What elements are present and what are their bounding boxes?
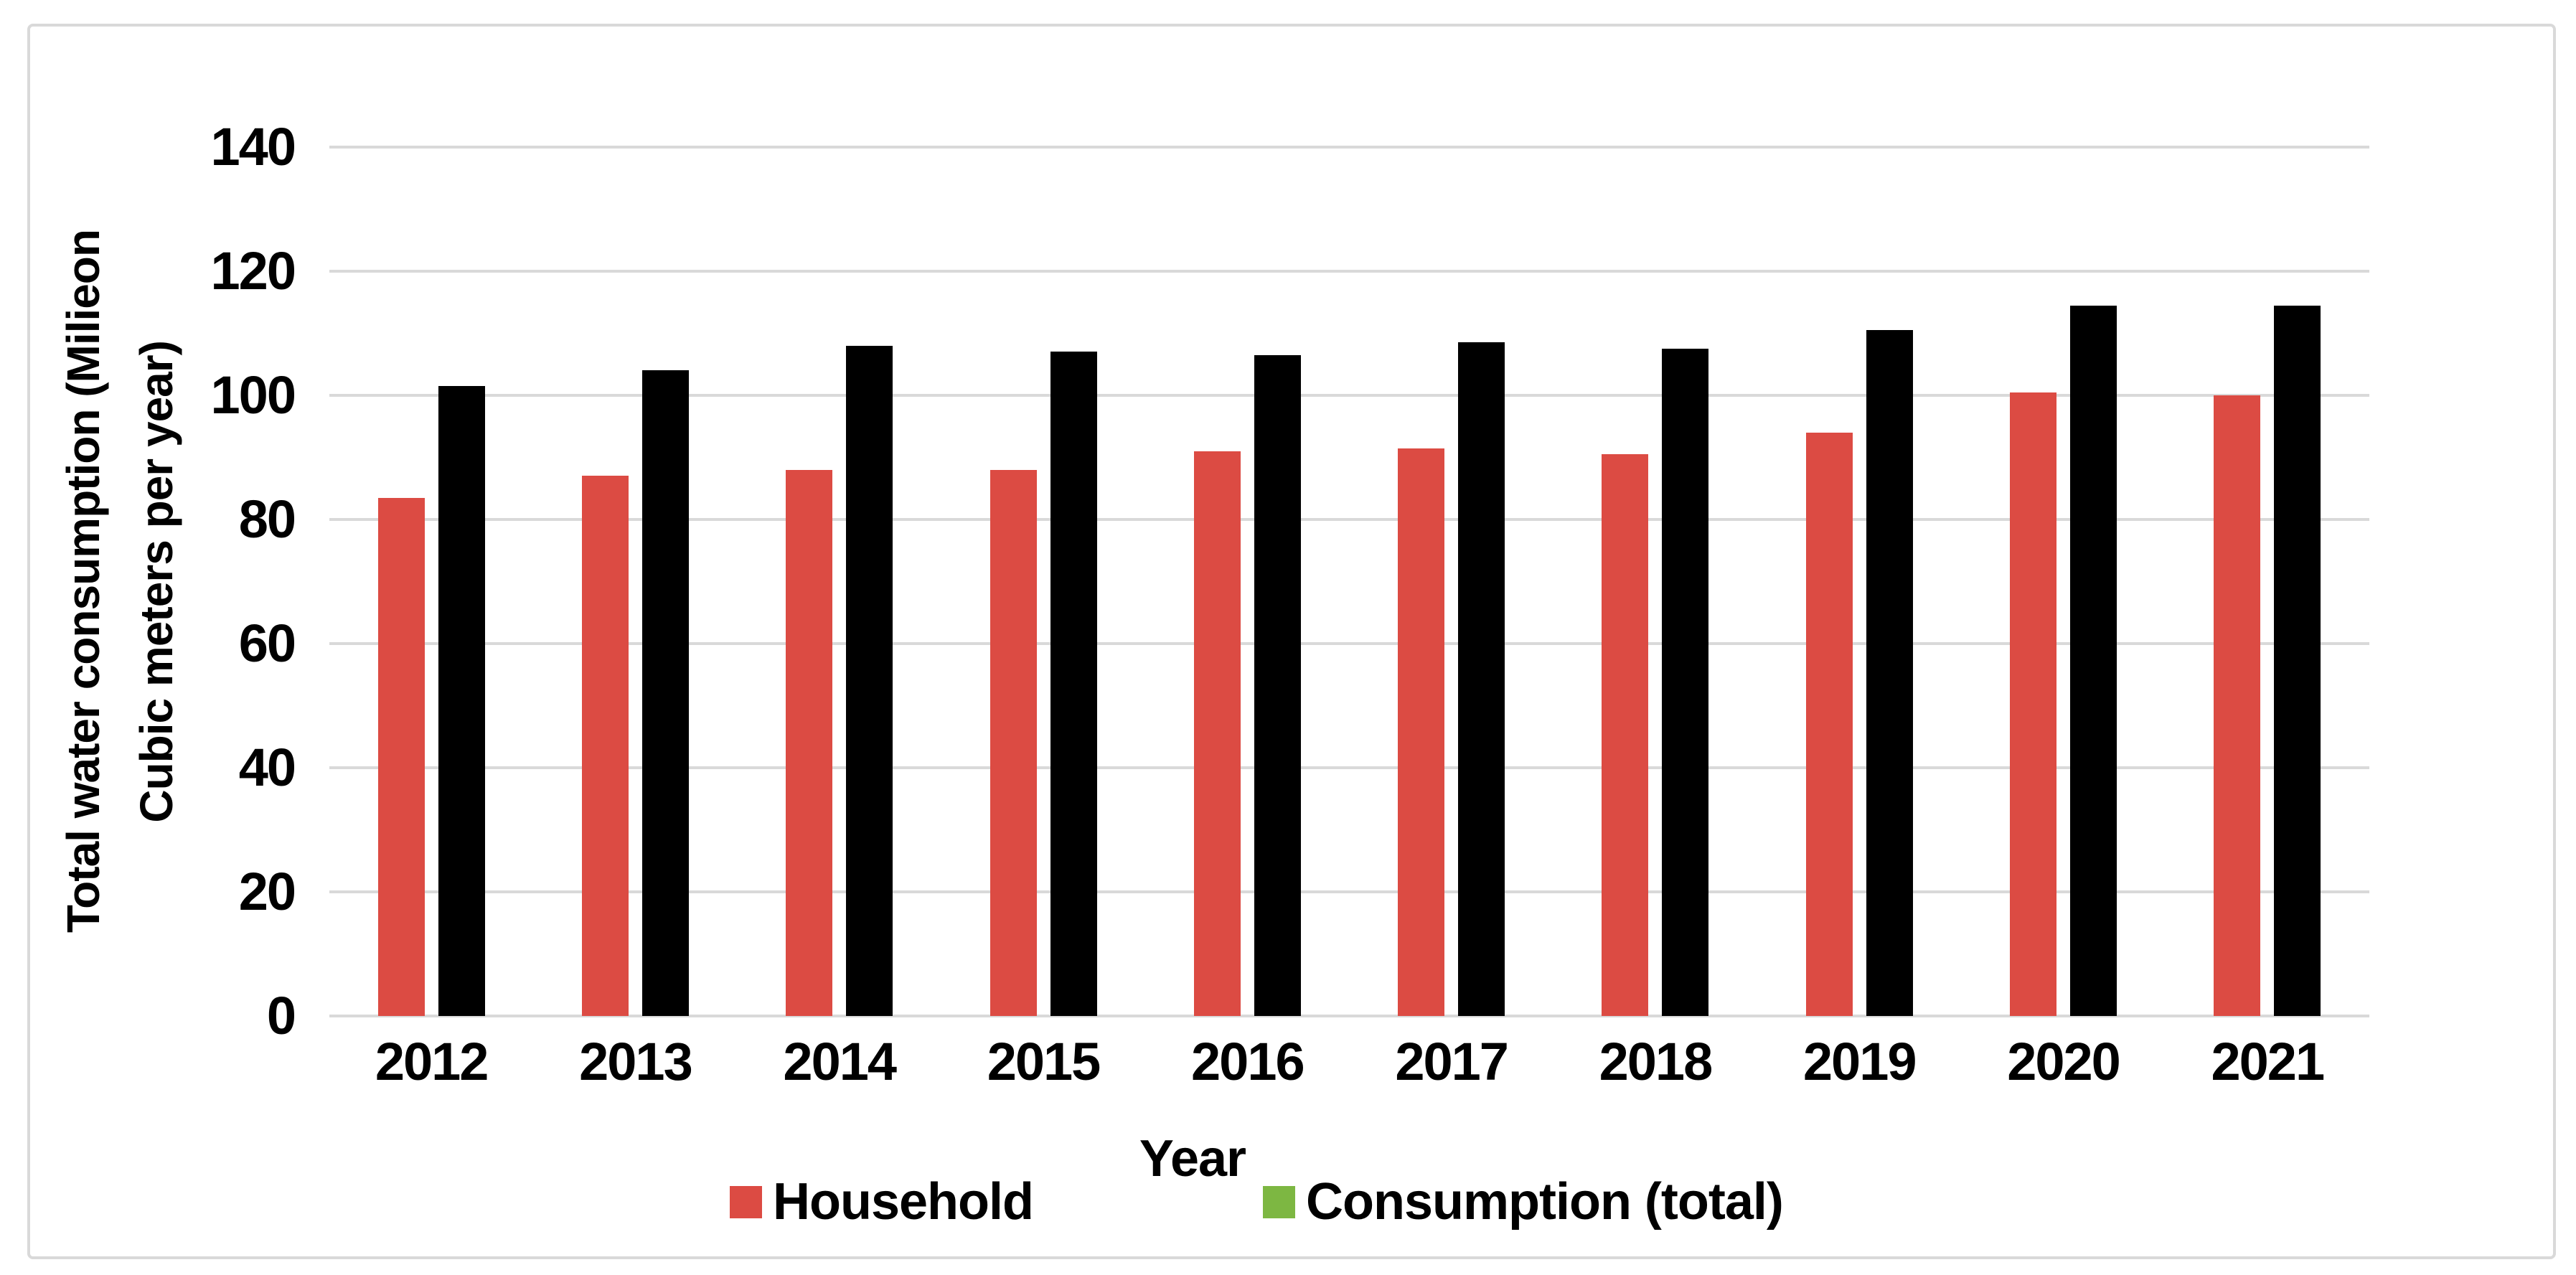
bar-household-2016 — [1193, 451, 1241, 1016]
x-tick-label-2012: 2012 — [375, 1032, 489, 1091]
bar-group-2019 — [1757, 147, 1961, 1016]
gridline-60 — [329, 642, 2369, 645]
legend-item-consumption-total: Consumption (total) — [1263, 1172, 1784, 1231]
bar-household-2019 — [1805, 432, 1853, 1016]
bar-group-2016 — [1145, 147, 1349, 1016]
x-tick-label-2018: 2018 — [1599, 1032, 1714, 1091]
legend: Household Consumption (total) — [730, 1172, 1784, 1231]
gridline-120 — [329, 270, 2369, 273]
gridline-100 — [329, 394, 2369, 397]
bar-group-2013 — [533, 147, 737, 1016]
bar-household-2021 — [2214, 395, 2261, 1016]
x-tick-label-2020: 2020 — [2007, 1032, 2121, 1091]
legend-swatch-household — [730, 1185, 762, 1218]
bar-household-2020 — [2010, 392, 2057, 1016]
bar-consumption-total-2013 — [641, 370, 689, 1016]
bar-household-2015 — [989, 469, 1037, 1016]
bar-group-2012 — [329, 147, 533, 1016]
bar-consumption-total-2018 — [1662, 349, 1709, 1016]
bar-consumption-total-2012 — [438, 386, 485, 1016]
y-tick-label-80: 80 — [238, 489, 296, 550]
gridline-140 — [329, 146, 2369, 149]
bar-household-2012 — [377, 497, 425, 1016]
x-tick-label-2014: 2014 — [783, 1032, 897, 1091]
gridline-20 — [329, 890, 2369, 894]
bar-household-2014 — [786, 469, 833, 1016]
gridline-0 — [329, 1015, 2369, 1017]
bar-groups-layer — [329, 147, 2369, 1016]
bar-group-2014 — [738, 147, 941, 1016]
bar-group-2020 — [1961, 147, 2165, 1016]
bar-household-2017 — [1398, 448, 1445, 1016]
bar-consumption-total-2019 — [1866, 330, 1913, 1016]
y-tick-label-120: 120 — [210, 241, 296, 301]
y-tick-label-40: 40 — [238, 738, 296, 798]
y-tick-label-0: 0 — [266, 986, 296, 1045]
x-tick-label-2016: 2016 — [1191, 1032, 1305, 1091]
bar-consumption-total-2020 — [2070, 305, 2117, 1016]
bar-group-2018 — [1553, 147, 1757, 1016]
bar-group-2017 — [1349, 147, 1553, 1016]
x-tick-label-2017: 2017 — [1395, 1032, 1509, 1091]
bar-group-2015 — [941, 147, 1145, 1016]
plot-area: 0 20 40 60 80 100 120 140 — [211, 118, 2369, 1045]
x-tick-label-2015: 2015 — [987, 1032, 1101, 1091]
bar-household-2018 — [1602, 454, 1649, 1016]
x-tick-label-2021: 2021 — [2211, 1032, 2326, 1091]
y-tick-label-60: 60 — [238, 613, 296, 673]
x-axis-tick-labels: 2012 2013 2014 2015 2016 2017 2018 2019 2020 2021 — [329, 1031, 2369, 1092]
y-tick-label-100: 100 — [210, 365, 296, 425]
gridline-40 — [329, 766, 2369, 770]
bar-household-2013 — [581, 476, 629, 1016]
x-tick-label-2019: 2019 — [1802, 1032, 1917, 1091]
legend-label-household: Household — [773, 1173, 1034, 1231]
y-tick-label-140: 140 — [210, 117, 296, 177]
bar-consumption-total-2016 — [1254, 354, 1301, 1016]
x-axis-title: Year — [1139, 1130, 1246, 1187]
gridline-80 — [329, 518, 2369, 522]
bar-consumption-total-2015 — [1050, 352, 1097, 1016]
y-axis-title-line1: Total water consumption (Milieon — [57, 230, 109, 933]
y-tick-label-20: 20 — [238, 862, 296, 922]
bar-consumption-total-2017 — [1458, 342, 1505, 1016]
legend-swatch-consumption-total — [1263, 1185, 1295, 1218]
bar-group-2021 — [2166, 147, 2369, 1016]
legend-label-consumption-total: Consumption (total) — [1306, 1173, 1784, 1231]
bar-consumption-total-2014 — [846, 345, 893, 1016]
chart-frame: Total water consumption (Milieon Cubic m… — [27, 24, 2556, 1259]
bar-consumption-total-2021 — [2274, 305, 2321, 1016]
x-tick-label-2013: 2013 — [579, 1032, 693, 1091]
legend-item-household: Household — [730, 1172, 1034, 1231]
